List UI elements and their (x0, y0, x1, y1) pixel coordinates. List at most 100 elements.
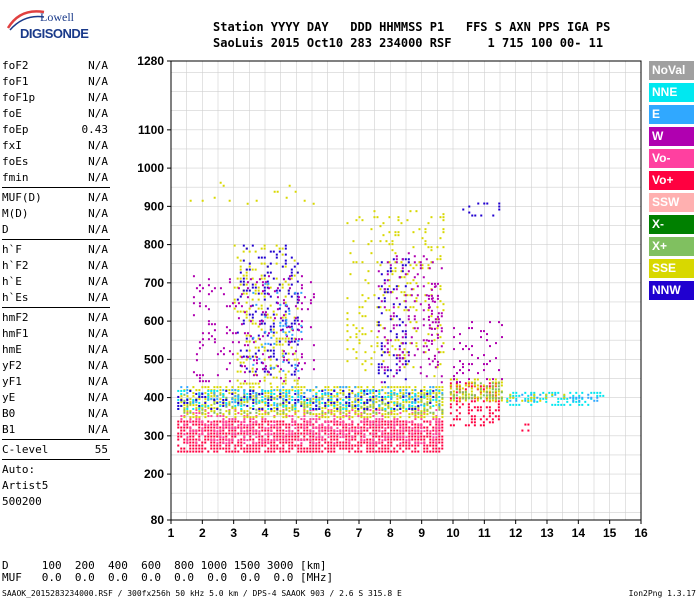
echo-point (439, 300, 442, 303)
echo-point (381, 402, 384, 405)
echo-point (282, 360, 285, 363)
echo-point (207, 338, 210, 341)
echo-point (222, 184, 225, 187)
echo-point (486, 378, 488, 381)
echo-point (192, 407, 195, 410)
echo-point (288, 278, 291, 281)
echo-point (424, 300, 427, 303)
echo-point (336, 427, 339, 430)
echo-point (270, 430, 273, 433)
echo-point (219, 447, 222, 450)
param-divider (2, 187, 110, 188)
echo-point (198, 398, 201, 401)
echo-point (403, 354, 406, 357)
echo-point (297, 386, 300, 389)
echo-point (288, 407, 291, 410)
echo-point (369, 413, 372, 416)
echo-point (366, 438, 369, 441)
echo-point (427, 282, 430, 285)
echo-point (512, 391, 515, 394)
echo-point (417, 438, 420, 441)
echo-point (285, 401, 288, 404)
echo-point (252, 426, 255, 429)
echo-point (225, 439, 228, 442)
echo-point (420, 411, 423, 414)
echo-point (509, 403, 512, 406)
echo-point (246, 344, 249, 347)
echo-point (284, 313, 287, 316)
echo-point (357, 395, 360, 398)
echo-point (461, 403, 464, 406)
echo-point (252, 389, 255, 392)
echo-point (204, 405, 207, 408)
echo-point (397, 354, 400, 357)
echo-point (333, 435, 336, 438)
echo-point (231, 341, 234, 344)
echo-point (177, 404, 180, 407)
echo-point (452, 418, 455, 421)
echo-point (360, 450, 363, 453)
echo-point (195, 404, 198, 407)
echo-point (231, 418, 234, 421)
echo-point (243, 426, 246, 429)
echo-point (387, 392, 390, 395)
echo-point (183, 420, 186, 423)
echo-point (270, 439, 273, 442)
echo-point (213, 341, 216, 344)
echo-point (441, 398, 444, 401)
echo-point (246, 415, 249, 418)
echo-point (530, 396, 533, 399)
echo-point (393, 389, 396, 392)
echo-point (285, 439, 288, 442)
echo-point (210, 444, 213, 447)
echo-point (348, 416, 351, 419)
echo-point (260, 277, 263, 280)
echo-point (336, 401, 339, 404)
echo-point (240, 404, 243, 407)
echo-point (346, 348, 349, 351)
echo-point (207, 415, 210, 418)
echo-point (254, 289, 257, 292)
echo-point (473, 421, 476, 424)
echo-point (357, 450, 360, 453)
echo-point (342, 436, 345, 439)
echo-point (239, 364, 242, 367)
echo-point (455, 388, 458, 391)
echo-point (420, 427, 423, 430)
echo-point (201, 447, 204, 450)
echo-point (288, 447, 291, 450)
echo-point (453, 336, 455, 339)
echo-point (201, 430, 204, 433)
echo-point (180, 418, 183, 421)
param-row-yf2: yF2 N/A (2, 358, 110, 374)
echo-point (213, 395, 216, 398)
echo-point (284, 265, 287, 268)
param-name: B1 (2, 423, 16, 436)
echo-point (303, 447, 306, 450)
echo-point (281, 319, 284, 322)
echo-point (357, 398, 360, 401)
echo-point (240, 441, 243, 444)
echo-point (530, 399, 533, 402)
echo-point (324, 427, 327, 430)
echo-point (419, 366, 422, 369)
echo-point (279, 423, 282, 426)
echo-point (207, 407, 210, 410)
echo-point (300, 426, 303, 429)
echo-point (401, 357, 404, 360)
echo-point (366, 423, 369, 426)
echo-point (300, 353, 303, 356)
echo-point (279, 377, 282, 380)
echo-point (240, 421, 243, 424)
echo-point (411, 429, 414, 432)
echo-point (300, 450, 303, 453)
echo-point (399, 402, 402, 405)
echo-point (201, 423, 204, 426)
echo-point (381, 415, 384, 418)
echo-point (458, 412, 461, 415)
echo-point (293, 274, 296, 277)
echo-point (258, 450, 261, 453)
param-value: 55 (94, 443, 108, 456)
echo-point (216, 430, 219, 433)
echo-point (476, 384, 479, 387)
